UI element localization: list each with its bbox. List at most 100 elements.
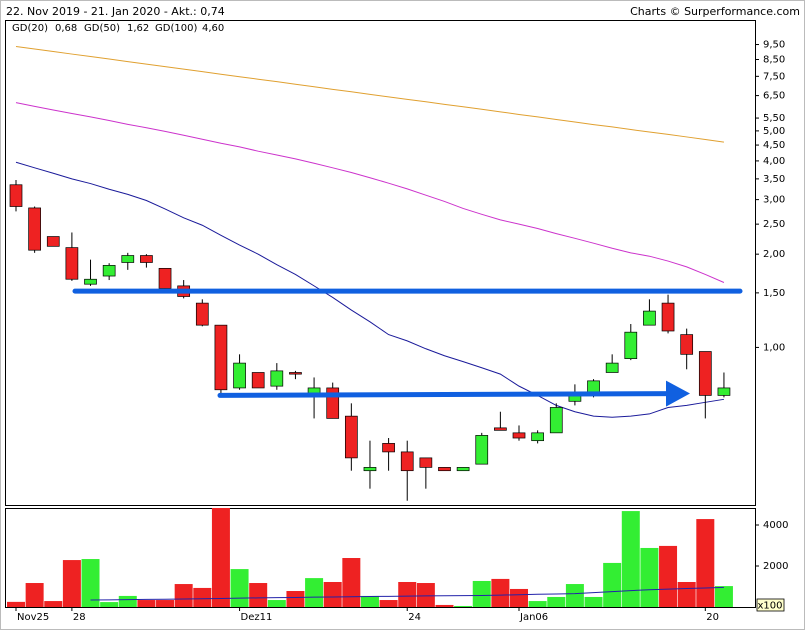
y-tick-label: 7,50 (763, 71, 785, 82)
legend-value: 4,60 (202, 23, 224, 34)
volume-bar (323, 581, 342, 607)
volume-bar (286, 591, 305, 607)
y-tick-label: 5,00 (763, 126, 785, 137)
volume-bar (305, 578, 324, 607)
x-tick-label: Jan06 (519, 612, 548, 623)
arrow-head (666, 380, 690, 407)
volume-average (90, 586, 724, 601)
candle-body (46, 236, 60, 247)
volume-bar (342, 558, 361, 607)
candle-body (214, 324, 228, 391)
chart-title: 22. Nov 2019 - 21. Jan 2020 - Akt.: 0,74 (6, 5, 225, 18)
volume-bar (398, 581, 417, 607)
candle-body (9, 184, 23, 207)
candle-body (195, 302, 209, 326)
volume-bar (659, 545, 678, 607)
legend-label: GD(50) (84, 23, 120, 34)
volume-bar (249, 583, 268, 607)
moving-average (15, 46, 725, 143)
y-tick-label: 1,50 (763, 288, 785, 299)
unit-box (756, 598, 785, 612)
legend-label: GD(20) (12, 23, 48, 34)
candle-body (475, 435, 489, 465)
volume-bar (118, 595, 137, 607)
candle-body (28, 207, 41, 251)
volume-bar (696, 519, 715, 607)
volume-bar (640, 547, 659, 607)
candle-body (344, 415, 358, 459)
unit-label: x100 (757, 601, 782, 612)
y-tick-label: 6,50 (763, 91, 785, 102)
x-tick-label: Dez11 (241, 612, 273, 623)
candle-body (233, 362, 246, 389)
candle-body (84, 278, 97, 285)
candle-body (158, 267, 172, 289)
volume-bar (528, 601, 547, 607)
volume-bar (379, 600, 398, 607)
candle-body (438, 467, 451, 472)
volume-bar (547, 596, 566, 607)
candle-body (512, 432, 526, 439)
volume-bar (565, 584, 584, 607)
legend-value: 1,62 (127, 23, 149, 34)
volume-bar (435, 604, 454, 607)
legend-label: GD(100) (155, 23, 197, 34)
candle-body (549, 407, 563, 434)
volume-bar (584, 596, 603, 607)
candle-body (661, 302, 675, 332)
volume-bar (454, 605, 473, 607)
y-tick-label: 8,50 (763, 54, 785, 65)
volume-bar (81, 559, 100, 607)
volume-bar (416, 583, 435, 607)
volume-bar (156, 600, 175, 607)
candle-body (605, 362, 619, 373)
volume-bar (193, 587, 212, 607)
volume-bar (621, 511, 640, 607)
candle-body (531, 432, 544, 442)
y-tick-label: 2000 (763, 561, 788, 572)
volume-bar (25, 583, 44, 607)
volume-bar (7, 601, 25, 607)
candle-body (270, 370, 284, 387)
trend-line (217, 391, 677, 398)
candle-body (680, 334, 694, 355)
candle-body (363, 467, 377, 472)
y-tick-label: 3,50 (763, 174, 785, 185)
y-tick-label: 5,50 (763, 113, 785, 124)
price-panel (5, 20, 756, 506)
volume-bar (137, 600, 156, 607)
volume-panel (5, 508, 756, 608)
candle-body (456, 467, 470, 472)
x-tick-label: Nov25 (17, 612, 49, 623)
y-tick-label: 4,50 (763, 140, 785, 151)
volume-bar (174, 584, 193, 607)
volume-bar (267, 600, 286, 607)
volume-bar (491, 578, 510, 607)
volume-bar (211, 508, 230, 607)
candle-body (382, 443, 395, 453)
legend-value: 0,68 (55, 23, 77, 34)
y-tick-label: 4000 (763, 520, 788, 531)
candle-body (494, 427, 507, 431)
candle-body (419, 457, 433, 468)
y-tick-label: 4,00 (763, 156, 785, 167)
y-tick-label: 2,50 (763, 219, 785, 230)
volume-bar (714, 586, 733, 607)
y-tick-label: 9,50 (763, 40, 785, 51)
candle-body (289, 372, 302, 375)
candle-body (624, 331, 638, 359)
candle-body (102, 265, 116, 277)
candle-body (698, 351, 712, 396)
volume-bar (360, 595, 379, 607)
volume-bar (44, 601, 63, 607)
candle-body (251, 372, 265, 389)
volume-bar (677, 581, 696, 607)
x-tick-label: 24 (408, 612, 421, 623)
candle-body (717, 387, 731, 396)
candle-body (140, 255, 153, 263)
candle-body (65, 247, 79, 280)
candle-body (400, 451, 414, 472)
